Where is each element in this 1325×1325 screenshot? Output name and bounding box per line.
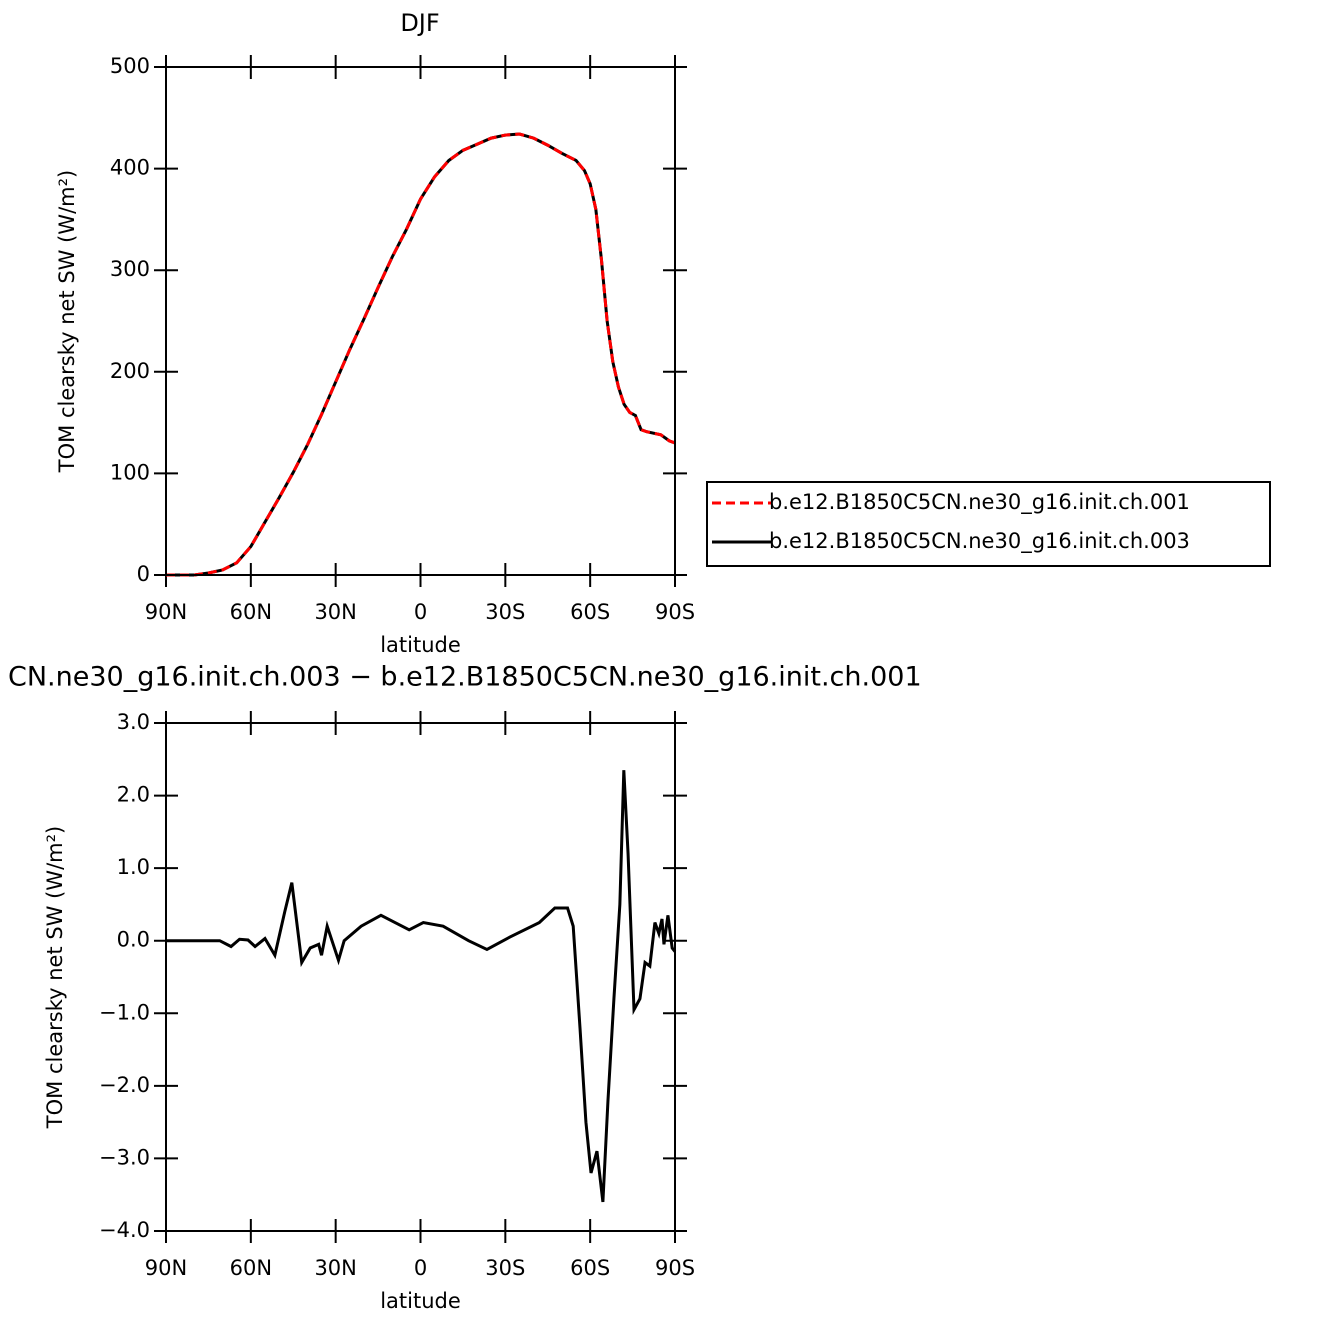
y-tick-label: 200 (110, 359, 150, 383)
data-line (166, 132, 676, 577)
x-tick-label: 60S (570, 1256, 610, 1280)
y-tick-label: −3.0 (99, 1145, 150, 1169)
x-tick-label: 60S (570, 600, 610, 624)
x-tick-label: 30N (314, 1256, 356, 1280)
x-tick-label: 0 (414, 1256, 427, 1280)
y-tick-label: −4.0 (99, 1218, 150, 1242)
panel: CN.ne30_g16.init.ch.003 − b.e12.B1850C5C… (8, 662, 922, 1314)
legend-label: b.e12.B1850C5CN.ne30_g16.init.ch.001 (769, 490, 1190, 515)
x-tick-label: 90N (145, 600, 187, 624)
legend: b.e12.B1850C5CN.ne30_g16.init.ch.001 b.e1… (706, 481, 1271, 567)
y-axis-label: TOM clearsky net SW (W/m²) (55, 170, 79, 473)
y-tick-label: 500 (110, 54, 150, 78)
y-tick-label: 400 (110, 156, 150, 180)
panel: DJF latitude TOM clearsky net SW (W/m²) 0 10… (55, 9, 1271, 657)
y-tick-label: 3.0 (117, 710, 150, 734)
x-tick-label: 30S (485, 600, 525, 624)
data-line (166, 770, 677, 1203)
x-tick-label: 30N (314, 600, 356, 624)
y-axis-label: TOM clearsky net SW (W/m²) (43, 826, 67, 1129)
x-tick-label: 60N (230, 1256, 272, 1280)
x-axis-label: latitude (380, 1289, 461, 1313)
chart-title: CN.ne30_g16.init.ch.003 − b.e12.B1850C5C… (8, 662, 922, 693)
x-tick-label: 90S (655, 1256, 695, 1280)
x-tick-label: 30S (485, 1256, 525, 1280)
y-tick-label: 1.0 (117, 855, 150, 879)
y-tick-label: 300 (110, 257, 150, 281)
x-tick-label: 60N (230, 600, 272, 624)
y-tick-label: 0 (137, 562, 150, 586)
y-tick-label: −2.0 (99, 1073, 150, 1097)
x-tick-label: 90S (655, 600, 695, 624)
y-tick-label: 2.0 (117, 783, 150, 807)
x-tick-label: 0 (414, 600, 427, 624)
chart-title: DJF (400, 9, 439, 37)
legend-box (706, 481, 1271, 567)
y-tick-label: 100 (110, 460, 150, 484)
x-tick-label: 90N (145, 1256, 187, 1280)
plot-frame (165, 722, 676, 1232)
x-axis-label: latitude (380, 633, 461, 657)
plot-frame (165, 66, 676, 576)
legend-label: b.e12.B1850C5CN.ne30_g16.init.ch.003 (769, 529, 1190, 554)
y-tick-label: 0.0 (117, 928, 150, 952)
y-tick-label: −1.0 (99, 1000, 150, 1024)
